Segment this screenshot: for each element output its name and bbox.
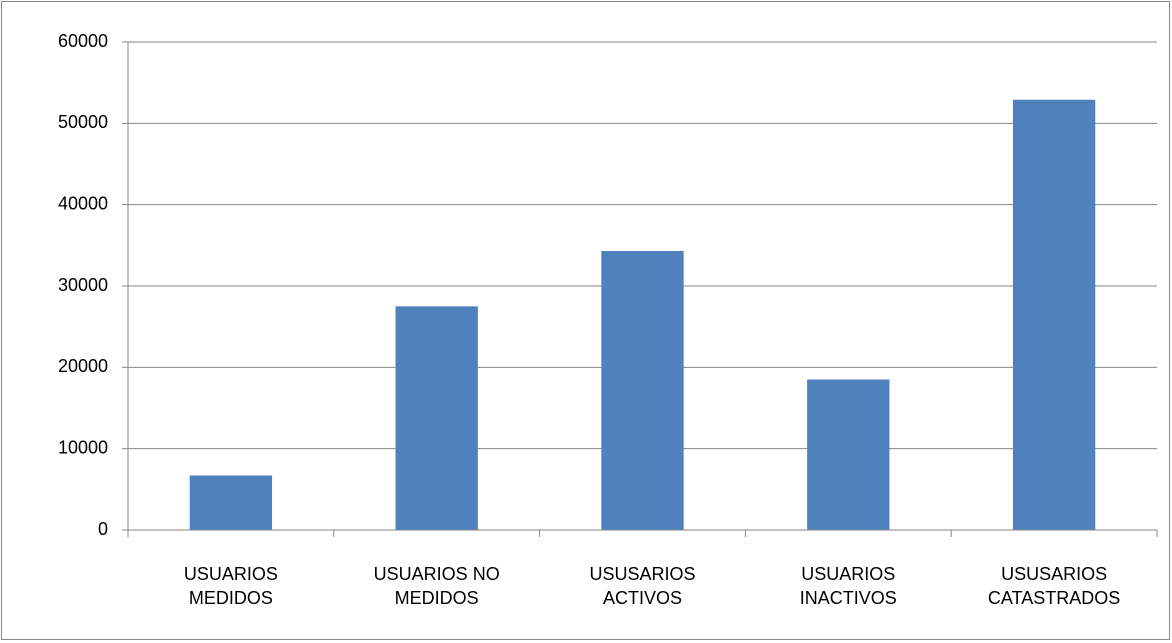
y-tick-label: 30000 bbox=[58, 275, 108, 295]
y-tick-label: 0 bbox=[98, 519, 108, 539]
y-tick-label: 20000 bbox=[58, 356, 108, 376]
bar bbox=[807, 379, 890, 530]
y-tick-label: 60000 bbox=[58, 31, 108, 51]
bar bbox=[1012, 99, 1096, 530]
y-tick-label: 10000 bbox=[58, 437, 108, 457]
x-tick-label: USUARIOS INACTIVOS bbox=[799, 564, 897, 608]
bar bbox=[601, 251, 684, 530]
y-tick-label: 40000 bbox=[58, 193, 108, 213]
x-tick-label: USUSARIOS ACTIVOS bbox=[589, 564, 696, 608]
y-tick-label: 50000 bbox=[58, 112, 108, 132]
x-tick-label: USUARIOS NO MEDIDOS bbox=[373, 564, 500, 608]
bar bbox=[395, 306, 478, 530]
bar bbox=[189, 475, 273, 530]
x-tick-label: USUARIOS MEDIDOS bbox=[183, 564, 278, 608]
x-tick-label: USUSARIOS CATASTRADOS bbox=[987, 564, 1121, 608]
